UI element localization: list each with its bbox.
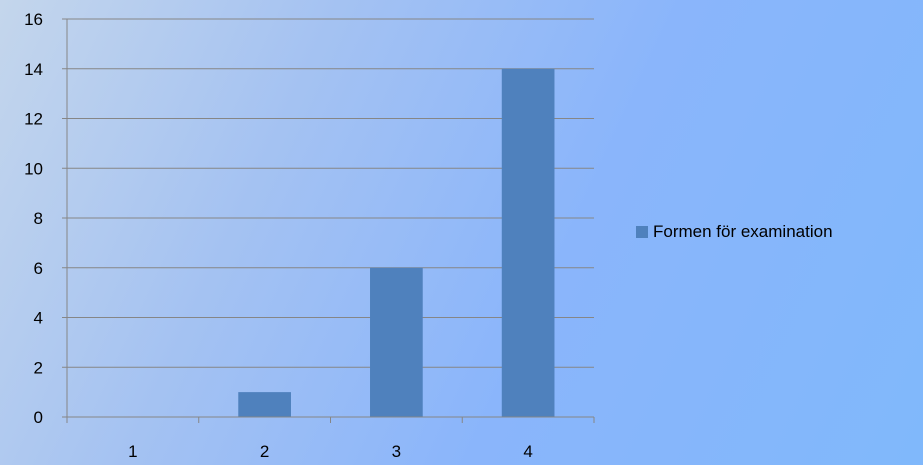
y-tick-label: 16 bbox=[24, 10, 43, 29]
y-tick-labels: 0 2 4 6 8 10 12 14 16 bbox=[24, 10, 43, 427]
y-tick-label: 0 bbox=[34, 408, 43, 427]
legend: Formen för examination bbox=[636, 222, 833, 242]
x-tick-label: 4 bbox=[523, 442, 532, 461]
x-tick-label: 1 bbox=[128, 442, 137, 461]
gridlines bbox=[67, 18, 594, 368]
x-tick-label: 3 bbox=[392, 442, 401, 461]
axes bbox=[62, 18, 595, 423]
bar-2 bbox=[238, 392, 291, 417]
y-tick-label: 14 bbox=[24, 60, 43, 79]
y-tick-label: 12 bbox=[24, 110, 43, 129]
y-tick-label: 10 bbox=[24, 159, 43, 178]
legend-swatch bbox=[636, 226, 648, 238]
y-tick-label: 6 bbox=[34, 259, 43, 278]
bars bbox=[238, 68, 555, 417]
bar-4 bbox=[501, 68, 555, 417]
legend-label: Formen för examination bbox=[653, 222, 833, 241]
x-tick-label: 2 bbox=[260, 442, 269, 461]
y-tick-label: 2 bbox=[34, 358, 43, 377]
y-tick-label: 4 bbox=[34, 309, 43, 328]
y-tick-label: 8 bbox=[34, 209, 43, 228]
bar-3 bbox=[370, 267, 423, 417]
x-tick-labels: 1 2 3 4 bbox=[128, 442, 533, 461]
